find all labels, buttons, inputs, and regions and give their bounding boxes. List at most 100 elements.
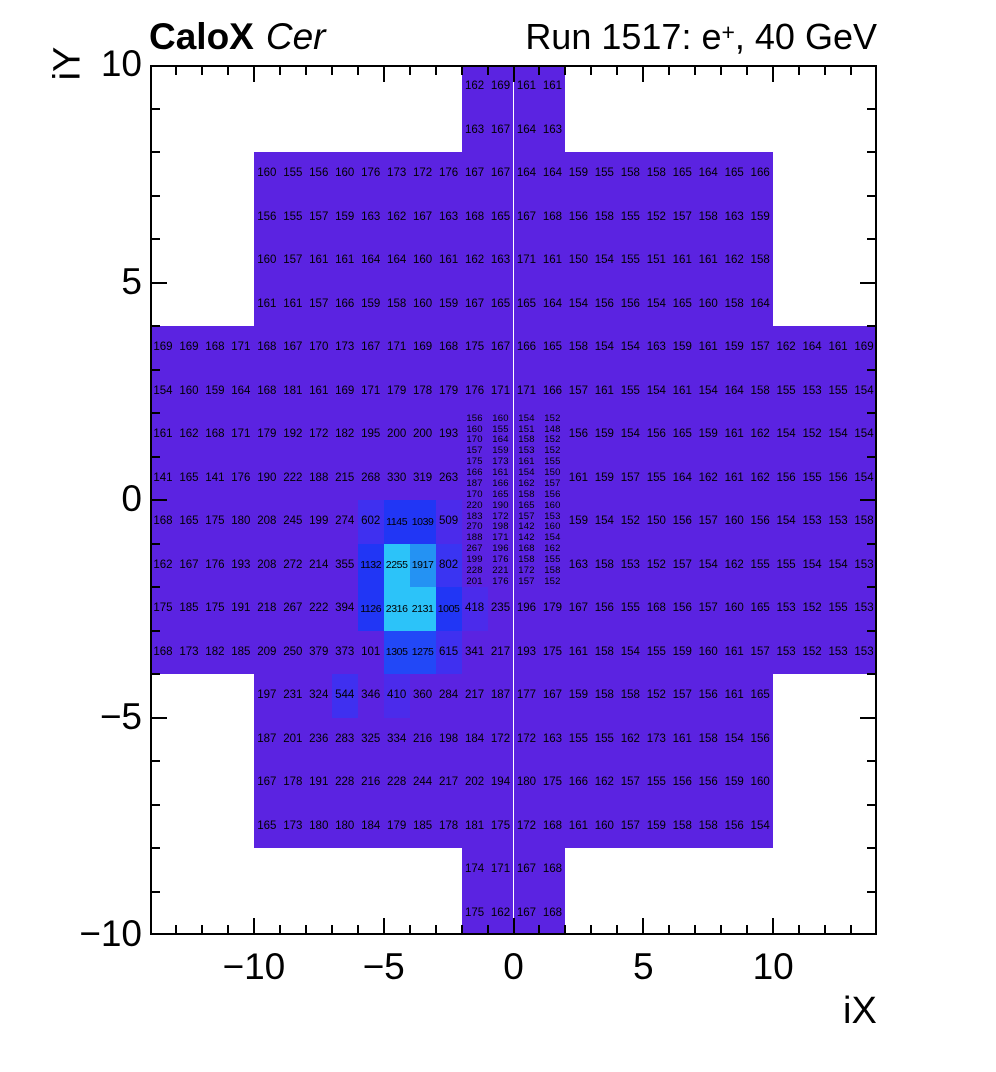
axis-tick	[152, 673, 160, 675]
heatmap-cell: 150	[643, 500, 670, 544]
heatmap-cell: 184	[461, 717, 488, 761]
heatmap-cell: 158	[591, 630, 618, 674]
heatmap-cell: 200	[409, 413, 436, 457]
heatmap-cell: 157	[747, 326, 774, 370]
heatmap-cell: 156	[721, 804, 748, 848]
heatmap-cell: 217	[487, 630, 514, 674]
heatmap-cell: 509	[435, 500, 462, 544]
heatmap-cell: 162	[150, 543, 176, 587]
heatmap-cell: 167	[565, 587, 592, 631]
heatmap-cell: 2316	[383, 587, 410, 631]
heatmap-cell: 165	[669, 282, 696, 326]
heatmap-cell: 154	[591, 326, 618, 370]
heatmap-cell: 161	[669, 369, 696, 413]
axis-tick	[720, 925, 723, 933]
heatmap-cell: 216	[357, 761, 384, 805]
heatmap-cell: 171	[383, 326, 410, 370]
heatmap-cell: 193	[513, 630, 540, 674]
heatmap-cell: 222	[305, 587, 332, 631]
heatmap-cell: 161	[721, 456, 748, 500]
axis-tick	[746, 67, 749, 75]
heatmap-cell: 162	[695, 456, 722, 500]
heatmap-cell: 173	[487, 456, 514, 468]
axis-tick	[200, 67, 203, 75]
axis-tick	[382, 918, 385, 933]
heatmap-cell: 245	[279, 500, 306, 544]
heatmap-cell: 208	[253, 500, 280, 544]
heatmap-cell: 168	[513, 543, 540, 555]
heatmap-cell: 161	[721, 413, 748, 457]
heatmap-cell: 154	[851, 369, 877, 413]
heatmap-cell: 160	[591, 804, 618, 848]
heatmap-cell: 168	[150, 500, 176, 544]
heatmap-cell: 154	[617, 413, 644, 457]
heatmap-cell: 158	[539, 565, 566, 577]
axis-tick	[538, 67, 541, 75]
heatmap-cell: 152	[643, 543, 670, 587]
heatmap-cell: 157	[305, 195, 332, 239]
heatmap-cell: 176	[487, 554, 514, 566]
heatmap-cell: 188	[305, 456, 332, 500]
heatmap-cell: 355	[331, 543, 358, 587]
axis-tick	[867, 238, 875, 240]
heatmap-cell: 244	[409, 761, 436, 805]
heatmap-cell: 169	[331, 369, 358, 413]
axis-tick	[824, 925, 827, 933]
axis-tick	[152, 890, 160, 893]
heatmap-cell: 158	[513, 489, 540, 500]
heatmap-cell: 169	[487, 65, 514, 109]
heatmap-cell: 155	[279, 195, 306, 239]
heatmap-cell: 159	[721, 761, 748, 805]
axis-tick	[152, 847, 160, 849]
heatmap-cell: 158	[591, 543, 618, 587]
heatmap-cell: 163	[487, 239, 514, 283]
channel-name: Cer	[265, 16, 326, 57]
heatmap-cell: 155	[279, 152, 306, 196]
heatmap-cell: 267	[461, 543, 488, 555]
heatmap-cell: 164	[487, 434, 514, 446]
axis-tick	[867, 368, 875, 371]
heatmap-cell: 164	[695, 152, 722, 196]
heatmap-cell: 154	[825, 413, 852, 457]
heatmap-cell: 167	[513, 195, 540, 239]
heatmap-cell: 175	[487, 804, 514, 848]
heatmap-cell: 155	[565, 717, 592, 761]
heatmap-cell: 155	[591, 717, 618, 761]
axis-tick	[642, 67, 645, 82]
heatmap-cell: 167	[461, 152, 488, 196]
axis-tick	[746, 925, 749, 933]
axis-tick	[867, 890, 875, 893]
axis-tick	[772, 67, 775, 82]
heatmap-cell: 165	[669, 413, 696, 457]
heatmap-cell: 218	[253, 587, 280, 631]
heatmap-cell: 179	[383, 369, 410, 413]
heatmap-cell: 160	[253, 152, 280, 196]
heatmap-cell: 151	[643, 239, 670, 283]
x-tick-label: −5	[362, 946, 405, 987]
heatmap-cell: 172	[487, 717, 514, 761]
heatmap-cell: 179	[383, 804, 410, 848]
heatmap-cell: 164	[669, 456, 696, 500]
heatmap-cell: 178	[409, 369, 436, 413]
axis-tick	[152, 760, 160, 762]
heatmap-cell: 156	[591, 587, 618, 631]
axis-tick	[694, 67, 697, 75]
heatmap-cell: 373	[331, 630, 358, 674]
heatmap-cell: 379	[305, 630, 332, 674]
heatmap-cell: 156	[695, 761, 722, 805]
heatmap-cell: 1005	[435, 587, 462, 631]
heatmap-cell: 171	[487, 532, 514, 544]
heatmap-cell: 153	[799, 500, 826, 544]
heatmap-cell: 155	[825, 587, 852, 631]
heatmap-cell: 154	[773, 413, 800, 457]
heatmap-cell: 169	[409, 326, 436, 370]
heatmap-cell: 198	[435, 717, 462, 761]
heatmap-cell: 154	[851, 413, 877, 457]
heatmap-cell: 158	[513, 434, 540, 446]
heatmap-cell: 170	[305, 326, 332, 370]
heatmap-cell: 160	[539, 500, 566, 511]
axis-tick	[642, 918, 645, 933]
heatmap-cell: 181	[461, 804, 488, 848]
heatmap-cell: 156	[825, 456, 852, 500]
